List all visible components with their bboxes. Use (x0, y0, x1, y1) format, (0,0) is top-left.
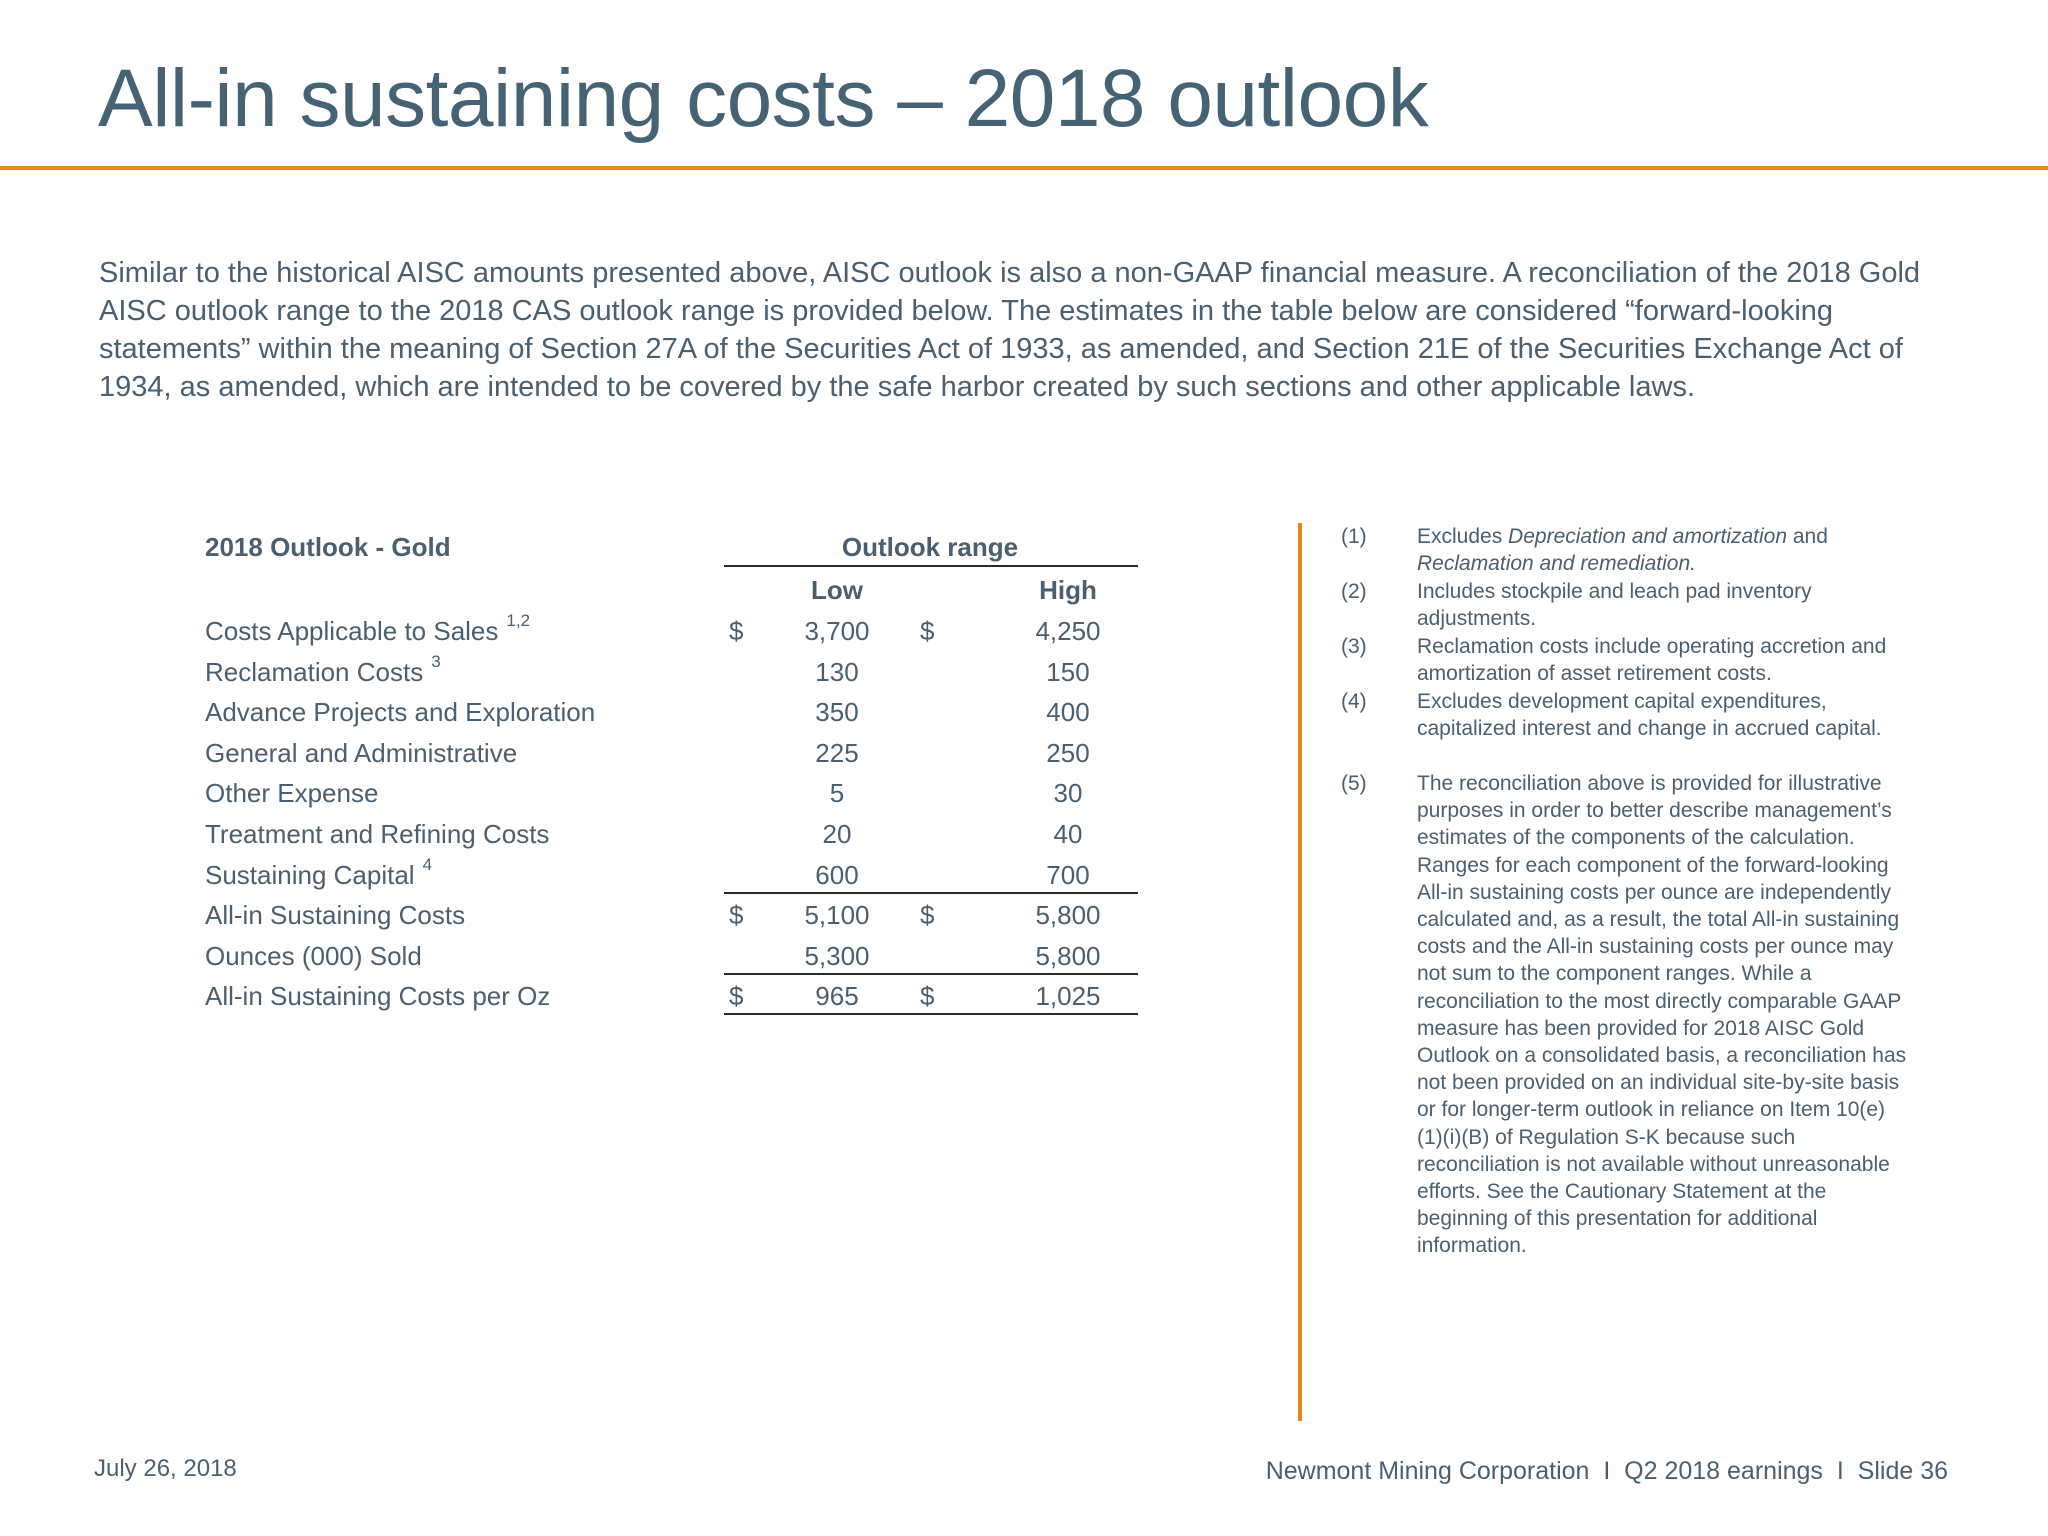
currency-symbol: $ (729, 900, 744, 930)
row-label: Sustaining Capital 4 (205, 855, 433, 890)
footnote-number: (2) (1341, 580, 1367, 603)
currency-symbol: $ (729, 616, 744, 646)
page-title: All-in sustaining costs – 2018 outlook (98, 53, 1429, 144)
row-label: Costs Applicable to Sales 1,2 (205, 611, 531, 646)
currency-symbol: $ (920, 900, 935, 930)
row-label: Other Expense (205, 778, 379, 808)
footnote-text: Reclamation costs include operating accr… (1417, 635, 1887, 686)
row-label: General and Administrative (205, 738, 518, 768)
cell-high: 5,800 (1035, 941, 1101, 971)
intro-paragraph: Similar to the historical AISC amounts p… (99, 257, 1921, 403)
cell-low: 5 (829, 778, 845, 808)
total-rule (724, 1013, 1138, 1015)
footnote-ref: 4 (422, 855, 433, 874)
footnote-text: Excludes development capital expenditure… (1417, 690, 1882, 741)
row-label: All-in Sustaining Costs per Oz (205, 981, 551, 1011)
title-divider (0, 166, 2048, 170)
cell-low: 5,300 (804, 941, 870, 971)
footnote-text: Includes stockpile and leach pad invento… (1417, 580, 1812, 631)
range-heading: Outlook range (841, 532, 1019, 562)
footnote-ref: 3 (431, 652, 441, 671)
currency-symbol: $ (920, 616, 935, 646)
cell-high: 30 (1053, 778, 1083, 808)
footer-info: Newmont Mining Corporation I Q2 2018 ear… (1265, 1457, 1948, 1485)
cell-high: 700 (1046, 860, 1090, 890)
row-label: Ounces (000) Sold (205, 941, 422, 971)
row-label: Treatment and Refining Costs (205, 819, 550, 849)
cell-high: 5,800 (1035, 900, 1101, 930)
cell-low: 20 (822, 819, 852, 849)
row-label: All-in Sustaining Costs (205, 900, 466, 930)
cell-high: 1,025 (1035, 981, 1101, 1011)
footnote-number: (3) (1341, 635, 1367, 658)
footnote-number: (1) (1341, 525, 1367, 548)
table-heading: 2018 Outlook - Gold (205, 532, 451, 562)
ounces-rule (724, 973, 1138, 975)
col-low-header: Low (811, 575, 863, 605)
cell-low: 350 (815, 697, 859, 727)
cell-high: 40 (1053, 819, 1083, 849)
cell-high: 4,250 (1035, 616, 1101, 646)
cell-high: 400 (1046, 697, 1090, 727)
col-high-header: High (1039, 575, 1097, 605)
footnote-number: (5) (1341, 772, 1367, 795)
cell-low: 5,100 (804, 900, 870, 930)
footnote-text: The reconciliation above is provided for… (1417, 772, 1907, 1258)
currency-symbol: $ (920, 981, 935, 1011)
row-label: Reclamation Costs 3 (205, 652, 441, 687)
row-label: Advance Projects and Exploration (205, 697, 596, 727)
vertical-divider (1298, 523, 1302, 1421)
cell-high: 150 (1046, 657, 1090, 687)
range-heading-rule (724, 565, 1138, 567)
footnote-text: Excludes Depreciation and amortization a… (1417, 525, 1828, 576)
cell-high: 250 (1046, 738, 1090, 768)
footer-date: July 26, 2018 (94, 1455, 237, 1482)
cell-low: 965 (815, 981, 859, 1011)
footnote-number: (4) (1341, 690, 1367, 713)
footnote-ref: 1,2 (506, 611, 531, 630)
cell-low: 3,700 (804, 616, 870, 646)
cell-low: 600 (815, 860, 859, 890)
cell-low: 130 (815, 657, 859, 687)
subtotal-rule (724, 892, 1138, 894)
currency-symbol: $ (729, 981, 744, 1011)
cell-low: 225 (815, 738, 859, 768)
